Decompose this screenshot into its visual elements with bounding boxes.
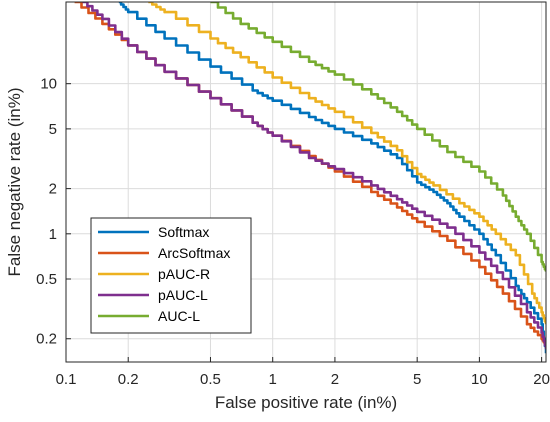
series-lines	[74, 2, 546, 354]
y-tick-label: 5	[49, 121, 57, 138]
plot-frame	[65, 1, 547, 363]
legend-entry: Softmax	[158, 224, 209, 240]
y-axis-label: False negative rate (in%)	[5, 88, 24, 277]
legend-box	[90, 217, 252, 334]
axis-ticks: 0.1 0.2 0.5 1 2 5 10 20 0.2 0.5 1 2 5 10	[36, 76, 550, 388]
y-tick-label: 1	[49, 226, 57, 243]
legend: Softmax ArcSoftmax pAUC-R pAUC-L AUC-L	[90, 217, 252, 334]
series-line-pauc-l	[82, 2, 546, 350]
series-line-auc-l	[210, 2, 546, 272]
x-tick-label: 20	[533, 371, 550, 388]
series-line-pauc-r	[148, 2, 546, 325]
y-tick-label: 0.5	[36, 271, 57, 288]
x-axis-label: False positive rate (in%)	[215, 393, 397, 412]
x-tick-label: 5	[413, 371, 421, 388]
legend-entry: pAUC-L	[158, 287, 208, 303]
legend-entry: pAUC-R	[158, 266, 210, 282]
x-tick-label: 0.2	[118, 371, 139, 388]
y-tick-label: 2	[49, 181, 57, 198]
legend-entry: ArcSoftmax	[158, 245, 230, 261]
y-tick-label: 0.2	[36, 331, 57, 348]
x-tick-label: 1	[269, 371, 277, 388]
series-line-softmax	[118, 2, 546, 354]
x-tick-label: 2	[331, 371, 339, 388]
legend-entry: AUC-L	[158, 308, 200, 324]
x-tick-label: 10	[471, 371, 488, 388]
y-tick-label: 10	[40, 76, 57, 93]
x-tick-label: 0.5	[200, 371, 221, 388]
x-tick-label: 0.1	[56, 371, 77, 388]
